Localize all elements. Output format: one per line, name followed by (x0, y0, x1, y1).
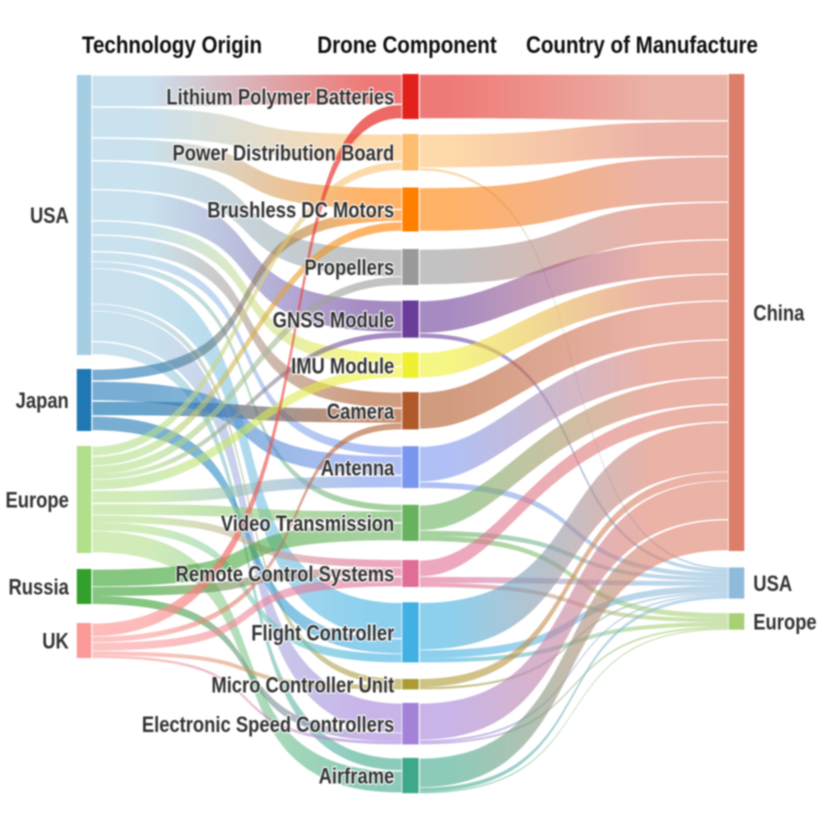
svg-text:Drone Component: Drone Component (317, 31, 497, 58)
svg-text:Power Distribution Board: Power Distribution Board (173, 141, 395, 166)
svg-text:Antenna: Antenna (321, 456, 395, 481)
svg-text:Europe: Europe (5, 488, 68, 513)
svg-text:GNSS Module: GNSS Module (273, 308, 395, 333)
svg-text:Video Transmission: Video Transmission (221, 511, 394, 536)
svg-text:China: China (753, 301, 805, 326)
svg-text:Country of Manufacture: Country of Manufacture (526, 31, 758, 58)
svg-text:Technology Origin: Technology Origin (82, 31, 262, 58)
svg-text:Micro Controller Unit: Micro Controller Unit (211, 673, 394, 698)
svg-text:Camera: Camera (327, 399, 395, 424)
svg-text:Flight Controller: Flight Controller (251, 621, 394, 646)
svg-text:Russia: Russia (8, 575, 69, 600)
svg-text:Airframe: Airframe (319, 764, 395, 789)
svg-text:USA: USA (30, 204, 69, 229)
svg-text:IMU Module: IMU Module (291, 354, 394, 379)
svg-text:UK: UK (42, 629, 69, 654)
svg-text:Europe: Europe (753, 610, 816, 635)
svg-text:Lithium Polymer Batteries: Lithium Polymer Batteries (166, 85, 394, 110)
svg-text:Japan: Japan (16, 389, 69, 414)
svg-text:Brushless DC Motors: Brushless DC Motors (207, 198, 394, 223)
svg-text:Remote Control Systems: Remote Control Systems (176, 562, 395, 587)
svg-text:USA: USA (753, 572, 792, 597)
svg-text:Electronic Speed Controllers: Electronic Speed Controllers (142, 712, 394, 737)
svg-text:Propellers: Propellers (304, 256, 394, 281)
